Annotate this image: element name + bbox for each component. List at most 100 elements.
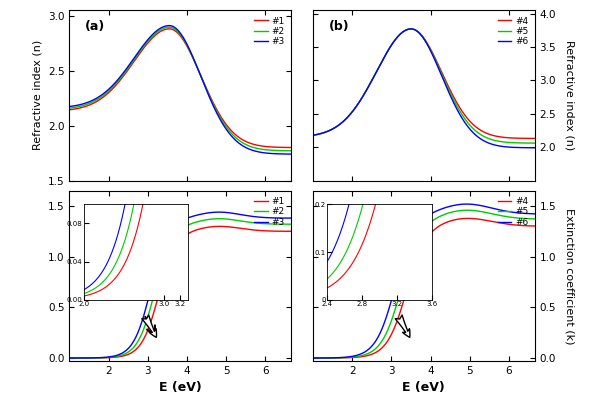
#1	[283, 145, 291, 150]
Legend: #4, #5, #6: #4, #5, #6	[494, 13, 532, 50]
Line: #1: #1	[69, 29, 291, 148]
Y-axis label: Refractive index (n): Refractive index (n)	[33, 40, 42, 151]
#2	[259, 147, 266, 152]
#3	[288, 216, 295, 221]
#2	[66, 356, 73, 361]
Y-axis label: Extinction coefficient (k): Extinction coefficient (k)	[564, 208, 574, 344]
#2	[66, 106, 73, 111]
Line: #2: #2	[69, 219, 291, 358]
#2	[104, 89, 112, 94]
#1	[216, 224, 223, 229]
#1	[104, 91, 112, 96]
#4	[394, 316, 402, 321]
#5	[527, 141, 534, 146]
#5	[348, 355, 355, 359]
#4	[404, 27, 411, 32]
#6	[348, 110, 355, 115]
Line: #4: #4	[313, 218, 535, 358]
#2	[259, 221, 266, 226]
#1	[288, 145, 295, 150]
Text: (a): (a)	[85, 20, 105, 33]
#4	[348, 355, 355, 360]
#5	[527, 216, 534, 221]
#6	[404, 243, 411, 248]
#2	[288, 222, 295, 226]
#5	[531, 141, 538, 146]
#2	[151, 32, 158, 37]
X-axis label: E (eV): E (eV)	[159, 381, 202, 395]
#1	[91, 100, 98, 105]
#4	[408, 27, 415, 31]
#6	[309, 133, 316, 137]
#4	[404, 285, 411, 290]
#5	[531, 217, 538, 222]
#1	[151, 308, 158, 313]
#1	[259, 144, 266, 149]
#6	[404, 27, 411, 32]
#5	[335, 123, 342, 128]
#5	[404, 27, 411, 32]
Line: #2: #2	[69, 27, 291, 151]
Legend: #1, #2, #3: #1, #2, #3	[251, 13, 288, 50]
#5	[348, 110, 355, 115]
#4	[309, 133, 316, 137]
#6	[531, 211, 538, 216]
#2	[160, 26, 167, 31]
#6	[503, 209, 510, 214]
#5	[394, 297, 402, 302]
#4	[503, 222, 510, 226]
#2	[216, 216, 223, 221]
#5	[404, 264, 411, 269]
#1	[160, 27, 167, 32]
Line: #3: #3	[69, 212, 291, 358]
#6	[348, 354, 355, 359]
#1	[160, 274, 167, 279]
#1	[91, 355, 98, 360]
#3	[259, 215, 266, 220]
#3	[165, 23, 173, 28]
#4	[335, 123, 342, 128]
#3	[66, 104, 73, 109]
#3	[151, 30, 158, 35]
#5	[503, 214, 510, 219]
#3	[259, 150, 266, 155]
Legend: #4, #5, #6: #4, #5, #6	[494, 193, 532, 231]
#3	[283, 216, 291, 221]
#6	[527, 211, 534, 216]
#3	[283, 152, 291, 157]
#3	[288, 152, 295, 157]
#4	[335, 355, 342, 360]
#3	[160, 241, 167, 246]
#4	[394, 34, 402, 39]
Line: #3: #3	[69, 26, 291, 154]
#6	[394, 274, 402, 279]
#2	[91, 355, 98, 360]
#2	[165, 25, 173, 30]
#3	[151, 272, 158, 277]
#5	[335, 355, 342, 360]
#5	[309, 133, 316, 137]
#1	[66, 356, 73, 361]
Line: #6: #6	[313, 29, 535, 148]
#4	[531, 224, 538, 228]
#2	[104, 355, 112, 360]
#3	[104, 355, 112, 359]
#1	[104, 355, 112, 360]
#3	[91, 97, 98, 102]
#6	[309, 356, 316, 361]
#6	[463, 202, 471, 206]
#4	[503, 135, 510, 140]
Line: #1: #1	[69, 226, 291, 358]
#1	[151, 33, 158, 38]
#4	[531, 136, 538, 141]
#3	[104, 88, 112, 93]
#1	[283, 229, 291, 234]
#1	[259, 228, 266, 233]
#5	[309, 356, 316, 361]
#6	[335, 123, 342, 128]
#6	[394, 34, 402, 39]
#6	[408, 27, 415, 31]
#2	[288, 149, 295, 153]
#4	[309, 356, 316, 361]
#2	[151, 290, 158, 295]
